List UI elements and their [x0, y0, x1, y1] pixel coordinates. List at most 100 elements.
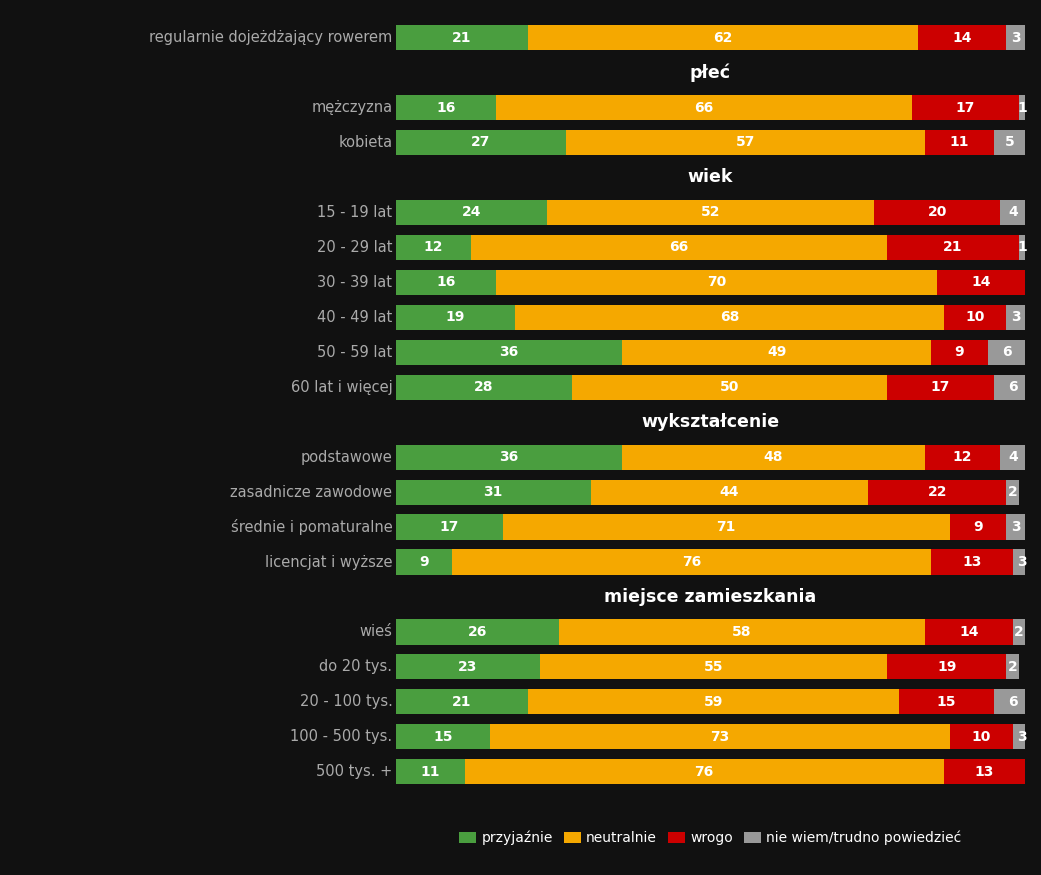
Text: 6: 6 — [1008, 695, 1018, 709]
Bar — [874, 200, 1000, 225]
Bar — [931, 550, 1013, 575]
Text: kobieta: kobieta — [338, 135, 392, 150]
Text: 13: 13 — [974, 765, 994, 779]
Text: 44: 44 — [719, 485, 739, 499]
Bar — [396, 374, 572, 400]
Text: 100 - 500 tys.: 100 - 500 tys. — [290, 730, 392, 745]
Bar — [623, 444, 924, 470]
Bar — [918, 25, 1007, 50]
Text: 21: 21 — [452, 695, 472, 709]
Text: 59: 59 — [704, 695, 723, 709]
Bar — [949, 724, 1013, 749]
Text: 10: 10 — [971, 730, 991, 744]
Text: 60 lat i więcej: 60 lat i więcej — [290, 380, 392, 395]
Text: wiek: wiek — [688, 169, 733, 186]
Text: 12: 12 — [953, 450, 972, 464]
Bar — [623, 340, 931, 365]
Text: 48: 48 — [764, 450, 783, 464]
Text: 2: 2 — [1014, 625, 1024, 639]
Text: 66: 66 — [669, 241, 688, 255]
Bar — [591, 480, 868, 505]
Bar — [396, 200, 547, 225]
Bar — [949, 514, 1007, 540]
Text: 16: 16 — [436, 101, 456, 115]
Text: 3: 3 — [1011, 520, 1021, 534]
Text: 23: 23 — [458, 660, 478, 674]
Bar — [396, 304, 515, 330]
Text: 4: 4 — [1008, 206, 1018, 220]
Bar — [396, 270, 497, 295]
Bar — [912, 94, 1019, 120]
Bar — [943, 760, 1025, 784]
Bar — [565, 130, 924, 155]
Bar — [1013, 620, 1025, 645]
Text: 17: 17 — [439, 520, 459, 534]
Bar — [528, 690, 899, 715]
Text: płeć: płeć — [690, 63, 731, 81]
Text: 1: 1 — [1017, 241, 1027, 255]
Text: 40 - 49 lat: 40 - 49 lat — [318, 310, 392, 325]
Text: 1: 1 — [1017, 101, 1027, 115]
Text: 15 - 19 lat: 15 - 19 lat — [318, 205, 392, 220]
Bar — [515, 304, 943, 330]
Bar — [472, 234, 887, 260]
Text: 20 - 100 tys.: 20 - 100 tys. — [300, 695, 392, 710]
Bar — [497, 270, 937, 295]
Bar — [924, 444, 1000, 470]
Text: licencjat i wyższe: licencjat i wyższe — [264, 555, 392, 570]
Bar — [497, 94, 912, 120]
Bar — [396, 234, 472, 260]
Text: 27: 27 — [471, 136, 490, 150]
Text: 58: 58 — [732, 625, 752, 639]
Text: 11: 11 — [421, 765, 440, 779]
Bar — [1007, 514, 1025, 540]
Text: 31: 31 — [483, 485, 503, 499]
Text: 19: 19 — [446, 311, 465, 325]
Bar — [540, 654, 887, 680]
Text: średnie i pomaturalne: średnie i pomaturalne — [231, 519, 392, 536]
Text: 36: 36 — [500, 450, 518, 464]
Bar — [396, 654, 540, 680]
Bar — [937, 270, 1025, 295]
Bar — [452, 550, 931, 575]
Text: 57: 57 — [735, 136, 755, 150]
Bar — [943, 304, 1007, 330]
Text: zasadnicze zawodowe: zasadnicze zawodowe — [230, 485, 392, 500]
Bar — [572, 374, 887, 400]
Text: 2: 2 — [1008, 485, 1018, 499]
Text: 49: 49 — [767, 346, 786, 360]
Bar — [1013, 550, 1032, 575]
Text: 20 - 29 lat: 20 - 29 lat — [316, 240, 392, 255]
Text: podstawowe: podstawowe — [301, 450, 392, 465]
Bar — [924, 130, 994, 155]
Bar — [868, 480, 1007, 505]
Bar — [994, 374, 1032, 400]
Legend: przyjaźnie, neutralnie, wrogo, nie wiem/trudno powiedzieć: przyjaźnie, neutralnie, wrogo, nie wiem/… — [454, 825, 967, 850]
Bar — [547, 200, 874, 225]
Bar — [1000, 200, 1025, 225]
Text: 9: 9 — [973, 520, 983, 534]
Bar — [503, 514, 949, 540]
Bar — [396, 94, 497, 120]
Text: 62: 62 — [713, 31, 733, 45]
Text: 9: 9 — [955, 346, 964, 360]
Text: wieś: wieś — [359, 625, 392, 640]
Bar — [396, 340, 623, 365]
Bar — [1007, 304, 1025, 330]
Bar — [1007, 25, 1025, 50]
Text: do 20 tys.: do 20 tys. — [320, 660, 392, 675]
Bar — [988, 340, 1025, 365]
Text: 14: 14 — [953, 31, 972, 45]
Bar — [994, 690, 1032, 715]
Bar — [887, 654, 1007, 680]
Text: 50 - 59 lat: 50 - 59 lat — [318, 345, 392, 360]
Text: 15: 15 — [937, 695, 957, 709]
Bar — [396, 724, 490, 749]
Bar — [899, 690, 994, 715]
Bar — [396, 620, 559, 645]
Text: 22: 22 — [928, 485, 947, 499]
Bar — [528, 25, 918, 50]
Text: 16: 16 — [436, 276, 456, 290]
Bar — [396, 444, 623, 470]
Text: 3: 3 — [1011, 311, 1021, 325]
